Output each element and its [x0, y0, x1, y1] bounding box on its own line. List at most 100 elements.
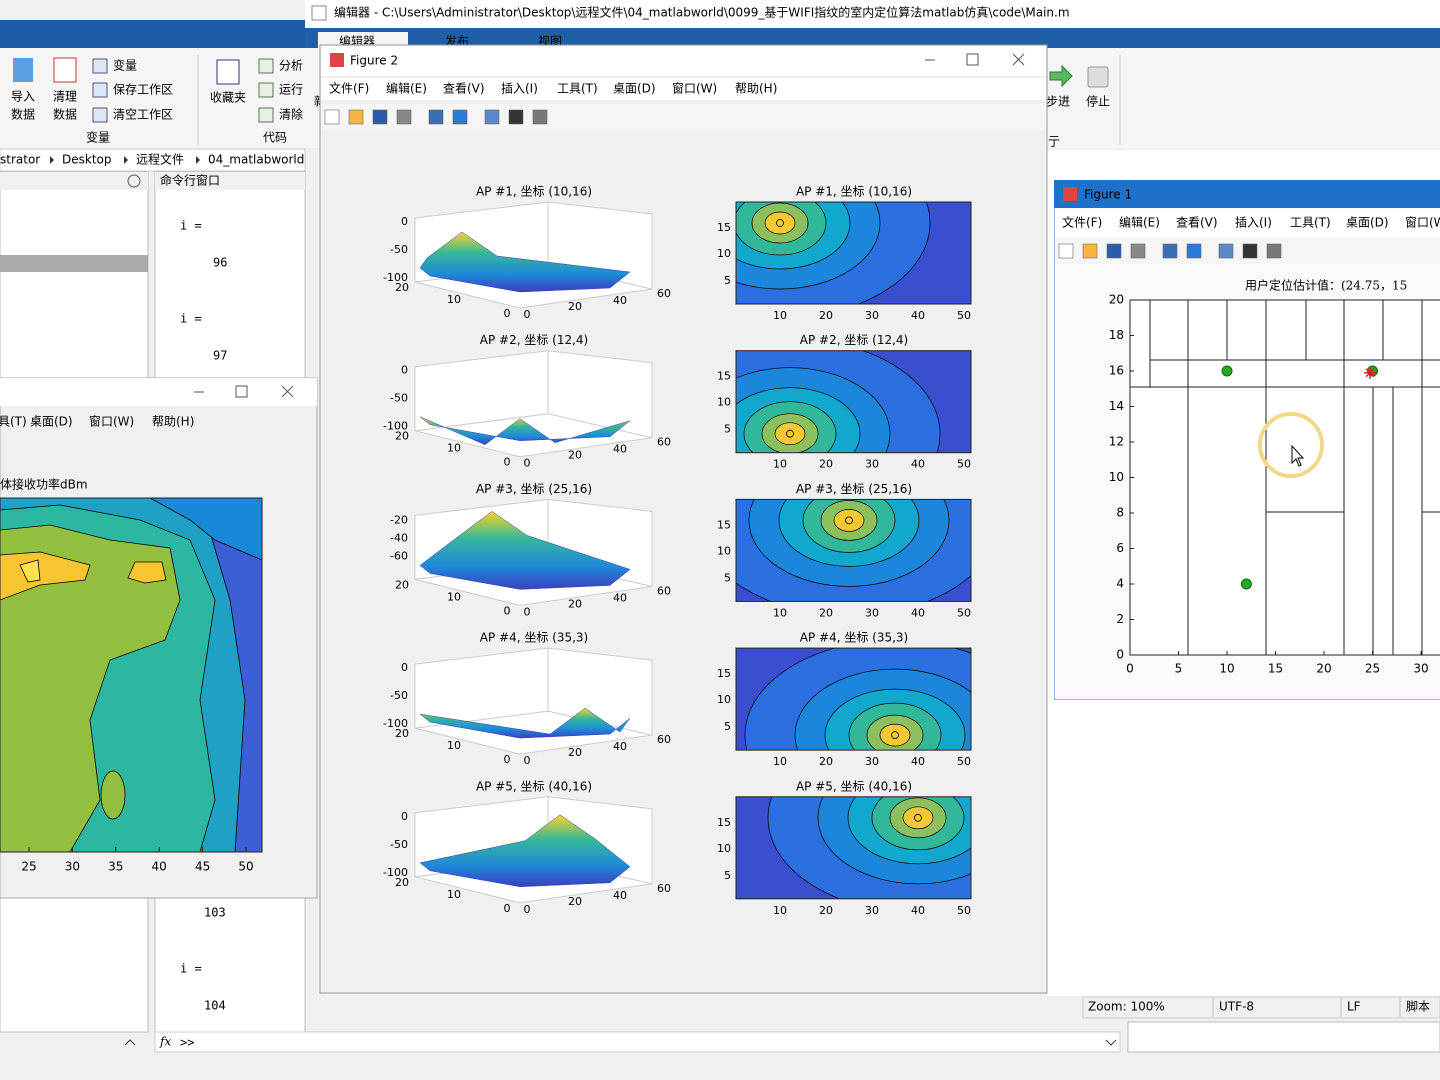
- menu-item[interactable]: 查看(V): [1176, 216, 1218, 230]
- surface-title: AP #3, 坐标 (25,16): [476, 482, 592, 496]
- menu-item[interactable]: 工具(T): [0, 415, 27, 429]
- surface-title: AP #5, 坐标 (40,16): [476, 779, 592, 793]
- axes-box: [735, 498, 972, 602]
- menu-item[interactable]: 查看(V): [443, 82, 485, 96]
- surface: [419, 231, 631, 293]
- toolstrip: [0, 48, 305, 148]
- subplot-row: AP #4, 坐标 (35,3) AP #4, 坐标 (35,3) 0 -50 -100…: [383, 631, 972, 768]
- menu-item[interactable]: 窗口(W): [1405, 216, 1440, 230]
- small-icon: [258, 107, 274, 123]
- y-tick-label: 20: [395, 876, 409, 889]
- contour-plot: [736, 350, 971, 453]
- step-button[interactable]: 步进: [1046, 95, 1070, 109]
- breadcrumb-item[interactable]: strator: [0, 153, 40, 167]
- menu-item[interactable]: 桌面(D): [613, 82, 656, 96]
- menu-item[interactable]: 桌面(D): [30, 415, 73, 429]
- contour-fill: [199, 498, 262, 852]
- y-tick-label: 10: [447, 293, 461, 306]
- y-tick-label: 12: [1109, 435, 1124, 449]
- menu-item[interactable]: 插入(I): [1235, 216, 1272, 230]
- clear-data-label: 清理: [53, 90, 77, 104]
- menu-item[interactable]: 帮助(H): [152, 415, 194, 429]
- breadcrumb-item[interactable]: 远程文件: [136, 152, 184, 167]
- small-icon: [258, 58, 274, 74]
- x-tick-label: 10: [773, 309, 787, 322]
- contour-fill: [149, 498, 262, 561]
- favorites-button[interactable]: 收藏夹: [210, 91, 246, 105]
- bottom-box: [1127, 1021, 1440, 1053]
- menu-item[interactable]: 工具(T): [1290, 216, 1331, 230]
- toolbar-icon: [1162, 243, 1178, 259]
- clear-data-label: 数据: [53, 107, 77, 122]
- x-tick-label: 0: [524, 457, 531, 470]
- clear-commands-button[interactable]: 清除: [279, 107, 303, 122]
- menu-item[interactable]: 文件(F): [329, 81, 369, 96]
- surface: [419, 511, 631, 590]
- variable-button[interactable]: 变量: [113, 58, 137, 73]
- cmd-title: 命令行窗口: [160, 173, 220, 188]
- subplot-row: AP #3, 坐标 (25,16) AP #3, 坐标 (25,16) -20 -40…: [390, 482, 972, 619]
- menu-item[interactable]: 编辑(E): [1119, 215, 1160, 230]
- axes-wall: [547, 647, 653, 736]
- group-label: 代码: [263, 131, 287, 145]
- x-tick-label: 40: [613, 591, 627, 604]
- cmd-line: 103: [204, 906, 226, 920]
- x-tick-label: 50: [957, 904, 971, 917]
- contour-title: AP #3, 坐标 (25,16): [796, 482, 912, 496]
- axes-box: [735, 201, 972, 305]
- x-tick-label: 10: [773, 755, 787, 768]
- y-tick-label: 2: [1116, 612, 1124, 626]
- analyze-button[interactable]: 分析: [279, 59, 303, 73]
- scroll-down[interactable]: [1105, 1039, 1117, 1046]
- breadcrumb-item[interactable]: 04_matlabworld: [208, 153, 304, 167]
- estimate-stroke: [1365, 368, 1375, 378]
- toolbar-icon: [484, 109, 500, 125]
- z-tick-label: -40: [390, 531, 408, 544]
- save-workspace-button[interactable]: 保存工作区: [113, 83, 173, 97]
- x-tick-label: 20: [568, 449, 582, 462]
- x-tick-label: 0: [1126, 662, 1134, 676]
- z-tick-label: 0: [401, 215, 408, 228]
- y-tick-label: 18: [1109, 328, 1124, 342]
- clear-workspace-button[interactable]: 清空工作区: [113, 108, 173, 122]
- z-tick-label: -100: [383, 271, 408, 284]
- z-tick-label: -50: [390, 689, 408, 702]
- contour-title: AP #4, 坐标 (35,3): [800, 631, 908, 645]
- small-icon: [92, 82, 108, 98]
- toolbar-icon: [396, 109, 412, 125]
- stop-button[interactable]: 停止: [1086, 94, 1110, 109]
- import-label: 导入: [11, 90, 35, 104]
- toolbar-icon: [452, 109, 468, 125]
- axes-area: [1129, 299, 1440, 656]
- menu-item[interactable]: 窗口(W): [89, 415, 134, 429]
- anchor-point: [1221, 365, 1233, 377]
- run-button[interactable]: 运行: [279, 83, 303, 97]
- breadcrumb-item[interactable]: Desktop: [62, 153, 112, 167]
- toolbar-icon: [508, 109, 524, 125]
- y-tick-label: 0: [1116, 648, 1124, 662]
- scroll-up[interactable]: [124, 1039, 136, 1046]
- menu-item[interactable]: 编辑(E): [386, 81, 427, 96]
- x-tick-label: 10: [773, 904, 787, 917]
- toolbar-icon: [1242, 243, 1258, 259]
- menu-item[interactable]: 窗口(W): [672, 82, 717, 96]
- menu-item[interactable]: 桌面(D): [1346, 216, 1389, 230]
- breadcrumb-arrow: [124, 156, 128, 164]
- menu-item[interactable]: 插入(I): [501, 82, 538, 96]
- contour-fill: [774, 422, 806, 446]
- step-icon[interactable]: [1049, 64, 1073, 88]
- surface-title: AP #1, 坐标 (10,16): [476, 185, 592, 199]
- menu-item[interactable]: 帮助(H): [735, 82, 777, 96]
- subplot-row: AP #5, 坐标 (40,16) AP #5, 坐标 (40,16) 0 -50 -1…: [383, 779, 972, 917]
- stop-icon: [1087, 66, 1109, 88]
- panel-menu-button[interactable]: [127, 174, 141, 188]
- x-tick-label: 50: [957, 606, 971, 619]
- x-tick-label: 30: [65, 860, 80, 874]
- menu-item[interactable]: 文件(F): [1062, 215, 1102, 230]
- x-tick-label: 20: [819, 904, 833, 917]
- menu-item[interactable]: 工具(T): [557, 82, 598, 96]
- x-tick-label: 50: [238, 860, 253, 874]
- plot-title: 用户定位估计值：(24.75，15: [1245, 278, 1407, 293]
- titlebar: [321, 46, 1046, 76]
- x-tick-label: 40: [911, 458, 925, 471]
